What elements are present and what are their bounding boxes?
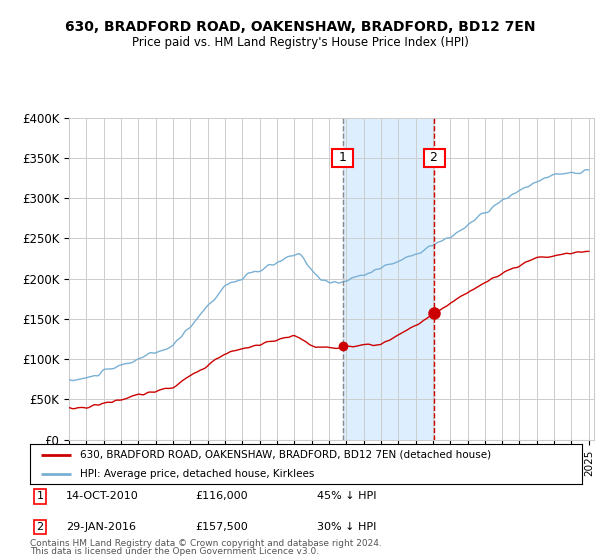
Bar bbox=[343, 118, 434, 440]
Text: 29-JAN-2016: 29-JAN-2016 bbox=[66, 522, 136, 532]
Text: 45% ↓ HPI: 45% ↓ HPI bbox=[317, 491, 377, 501]
Text: Price paid vs. HM Land Registry's House Price Index (HPI): Price paid vs. HM Land Registry's House … bbox=[131, 36, 469, 49]
Text: 630, BRADFORD ROAD, OAKENSHAW, BRADFORD, BD12 7EN (detached house): 630, BRADFORD ROAD, OAKENSHAW, BRADFORD,… bbox=[80, 450, 491, 460]
Text: 14-OCT-2010: 14-OCT-2010 bbox=[66, 491, 139, 501]
Text: 2: 2 bbox=[427, 151, 442, 164]
Text: £116,000: £116,000 bbox=[196, 491, 248, 501]
Text: 1: 1 bbox=[335, 151, 350, 164]
Text: HPI: Average price, detached house, Kirklees: HPI: Average price, detached house, Kirk… bbox=[80, 469, 314, 479]
Text: This data is licensed under the Open Government Licence v3.0.: This data is licensed under the Open Gov… bbox=[30, 548, 319, 557]
Text: £157,500: £157,500 bbox=[196, 522, 248, 532]
Text: 30% ↓ HPI: 30% ↓ HPI bbox=[317, 522, 376, 532]
Text: Contains HM Land Registry data © Crown copyright and database right 2024.: Contains HM Land Registry data © Crown c… bbox=[30, 539, 382, 548]
Text: 2: 2 bbox=[37, 522, 43, 532]
Text: 1: 1 bbox=[37, 491, 43, 501]
Text: 630, BRADFORD ROAD, OAKENSHAW, BRADFORD, BD12 7EN: 630, BRADFORD ROAD, OAKENSHAW, BRADFORD,… bbox=[65, 20, 535, 34]
